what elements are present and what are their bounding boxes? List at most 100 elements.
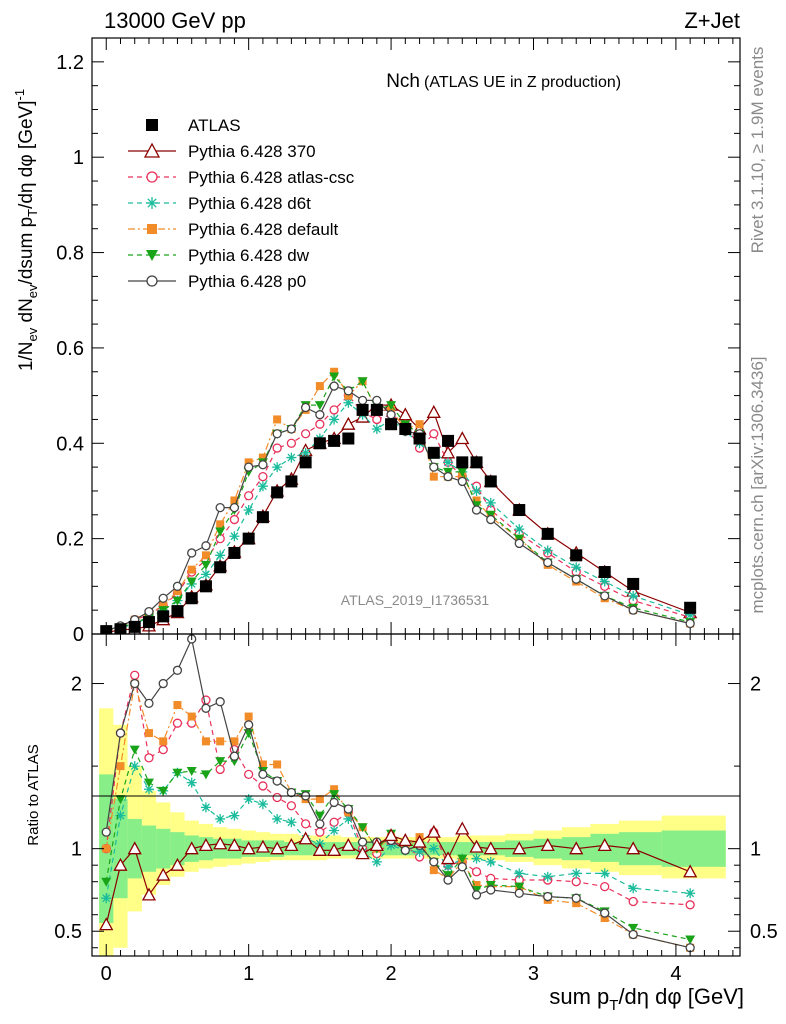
ratio-point [244, 769, 254, 780]
data-point [187, 565, 196, 574]
data-point [157, 610, 170, 623]
ratio-point [143, 784, 154, 795]
data-point [258, 460, 268, 470]
ratio-point [241, 841, 256, 855]
ratio-point [258, 760, 267, 769]
ratio-point [469, 839, 484, 853]
ratio-point [158, 744, 168, 755]
ratio-point [569, 841, 584, 855]
data-point [429, 429, 439, 439]
data-point [171, 605, 184, 618]
ratio-point [471, 867, 482, 877]
data-point [173, 587, 182, 596]
data-point [600, 591, 610, 601]
plot-subtitle: (ATLAS UE in Z production) [424, 74, 621, 91]
data-point [543, 557, 553, 568]
ratio-line [105, 637, 691, 949]
ratio-y-tick-label: 1 [71, 839, 82, 861]
data-point [571, 574, 581, 584]
series-line [106, 385, 691, 632]
data-point [185, 592, 198, 605]
ratio-point [227, 838, 242, 852]
ratio-point [284, 838, 299, 852]
data-point [200, 569, 211, 580]
data-point [343, 386, 354, 396]
legend-marker [146, 250, 158, 261]
data-point [541, 527, 554, 540]
ratio-point [329, 790, 340, 800]
legend-entry-pythia-6-428-atlas-csc: Pythia 6.428 atlas-csc [128, 168, 355, 187]
data-point [201, 541, 211, 551]
ratio-point [455, 821, 470, 835]
data-point [429, 462, 439, 472]
data-point [244, 491, 254, 501]
data-point [413, 432, 426, 445]
data-point [372, 414, 382, 425]
ratio-point [443, 861, 454, 872]
stat-uncertainty-bin [170, 832, 185, 866]
main-y-tick-label: 0 [73, 624, 84, 646]
ratio-y-tick-label-right: 2 [750, 674, 761, 696]
ratio-point [286, 801, 297, 811]
legend-entry-pythia-6-428-p0: Pythia 6.428 p0 [128, 272, 306, 291]
data-point [443, 457, 454, 468]
data-point [299, 456, 312, 469]
data-point [427, 446, 440, 459]
data-point [484, 475, 497, 488]
ratio-point [540, 838, 555, 852]
ratio-point [272, 813, 283, 824]
ratio-point [426, 824, 441, 838]
ratio-point [129, 745, 140, 755]
stat-uncertainty-bin [618, 832, 662, 866]
main-y-tick-label: 0.8 [56, 243, 84, 265]
xlabel-part-a: sum p [549, 984, 609, 1009]
ratio-point [257, 799, 268, 810]
data-point [429, 472, 438, 481]
ylabel-sub-t: T [25, 209, 40, 217]
ratio-series-pythia-6-428-p0 [101, 634, 695, 953]
ratio-uncertainty-bands [99, 708, 726, 956]
data-point [273, 415, 282, 424]
ratio-point [571, 877, 581, 887]
axis-ticks: 0 0.2 0.4 0.6 0.8 1 1.2 0 1 2 3 4 0.5 0.5 1 1 2 2 [54, 38, 778, 985]
ratio-point [443, 875, 453, 885]
ratio-point [400, 845, 410, 855]
ratio-point [685, 900, 695, 910]
ratio-y-tick-label: 0.5 [54, 921, 82, 943]
ratio-point [101, 827, 111, 837]
ratio-point [270, 841, 285, 855]
ratio-point [115, 795, 126, 805]
legend-label: Pythia 6.428 d6t [188, 194, 311, 213]
series-line [106, 404, 691, 634]
ratio-point [597, 838, 612, 852]
data-point [272, 462, 283, 473]
legend: ATLAS Pythia 6.428 370 Pythia 6.428 atlas-… [128, 116, 355, 291]
ratio-point [172, 718, 183, 728]
data-point [244, 458, 253, 467]
ratio-point [156, 867, 171, 881]
ratio-y-axis-label: Ratio to ATLAS [25, 744, 42, 845]
mcplots-label: mcplots.cern.ch [arXiv:1306.3436] [748, 356, 767, 613]
ratio-point [213, 836, 228, 850]
data-point [229, 502, 240, 513]
ratio-point [187, 712, 196, 721]
ratio-point [685, 888, 696, 899]
ratio-point [141, 887, 157, 901]
ratio-point [343, 813, 354, 824]
ratio-point [355, 846, 370, 860]
data-point [470, 456, 483, 469]
ratio-point [343, 804, 354, 814]
ylabel-sub-ev2: ev [25, 284, 40, 298]
data-point [385, 418, 398, 431]
ratio-point [286, 817, 297, 828]
data-point [229, 514, 240, 525]
data-point [342, 432, 355, 445]
data-point [386, 410, 396, 420]
ratio-point [144, 753, 154, 763]
data-point [570, 549, 583, 562]
ratio-point [129, 761, 140, 772]
legend-marker [146, 171, 158, 183]
ratio-point [486, 885, 496, 895]
legend-entry-atlas: ATLAS [146, 116, 241, 135]
